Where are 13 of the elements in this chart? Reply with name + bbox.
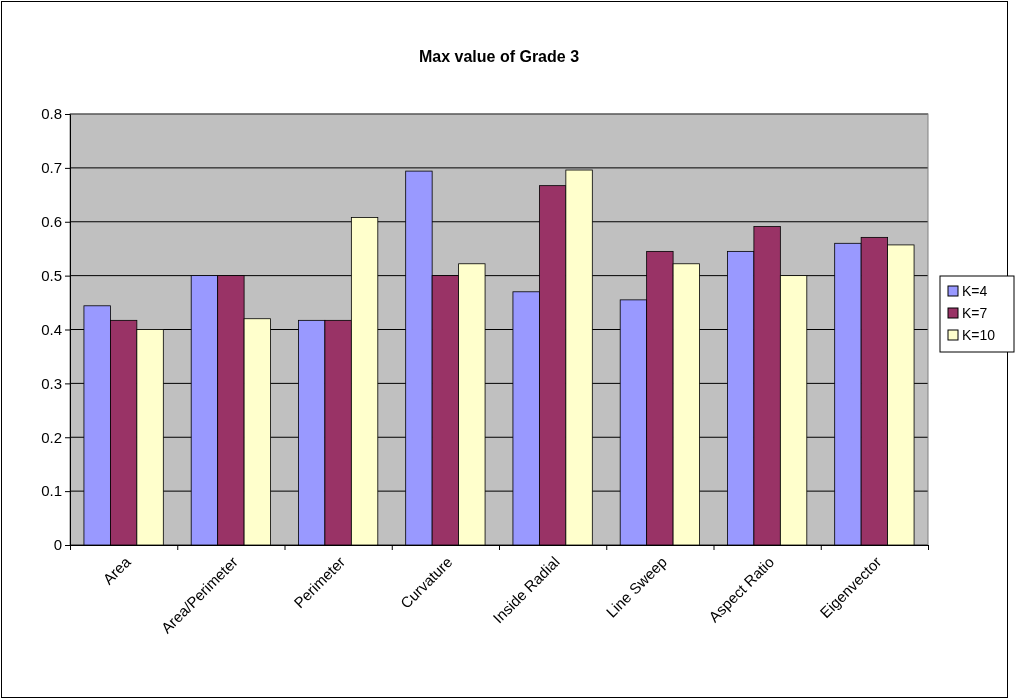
legend-label: K=7: [962, 305, 988, 321]
legend-label: K=10: [962, 327, 996, 343]
y-tick-label: 0: [53, 536, 62, 554]
y-tick-label: 0.6: [41, 213, 62, 231]
y-tick-label: 0.1: [41, 482, 62, 500]
y-tick-label: 0.8: [41, 105, 62, 123]
y-tick-label: 0.7: [41, 159, 62, 177]
chart-title: Max value of Grade 3: [418, 48, 580, 65]
y-tick-label: 0.5: [41, 266, 62, 284]
y-tick-label: 0.4: [41, 320, 62, 338]
y-tick-label: 0.2: [41, 428, 62, 446]
y-tick-label: 0.3: [41, 374, 62, 392]
legend-label: K=4: [962, 283, 988, 299]
